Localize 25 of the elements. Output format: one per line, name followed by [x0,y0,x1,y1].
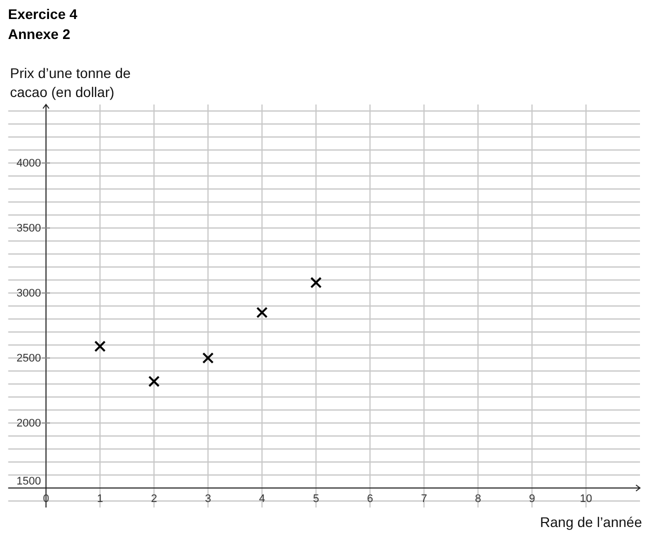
x-tick-label: 3 [204,493,212,505]
y-tick-label: 4000 [16,158,41,170]
x-tick-label: 1 [96,493,104,505]
x-tick-label: 4 [258,493,266,505]
chart-title: Exercice 4 [8,6,78,22]
point [310,276,322,288]
point [202,352,214,364]
x-tick-label: 9 [528,493,536,505]
x-tick-label: 6 [366,493,374,505]
y-axis-title: Prix d’une tonne de cacao (en dollar) [10,65,131,100]
x-tick-label: 7 [420,493,428,505]
y-tick-label: 2000 [16,418,41,430]
x-tick-label: 10 [580,493,592,505]
chart-subtitle: Annexe 2 [8,26,70,42]
y-tick-label: 3000 [16,288,41,300]
x-axis-title: Rang de l’année [540,514,642,530]
x-tick-label: 5 [312,493,320,505]
x-tick-label: 8 [474,493,482,505]
point [94,340,106,352]
x-tick-label: 2 [150,493,158,505]
y-tick-label: 3500 [16,222,41,235]
y-tick-label: 2500 [16,352,41,365]
y-tick-label: 1500 [16,476,41,488]
point [256,306,268,318]
point [148,376,160,388]
